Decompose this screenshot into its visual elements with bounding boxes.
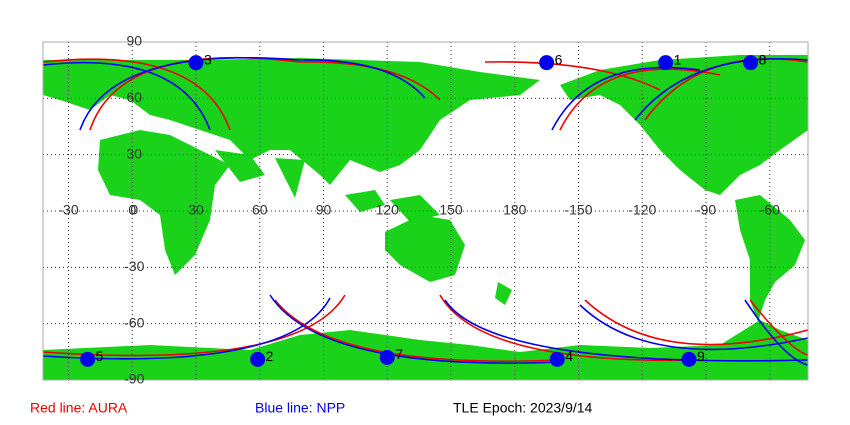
lat-label: -90	[124, 371, 144, 387]
point-label: 7	[395, 346, 403, 362]
legend-blue: Blue line: NPP	[255, 400, 345, 416]
legend-red: Red line: AURA	[30, 400, 128, 416]
satellite-point	[539, 55, 555, 71]
point-label: 6	[555, 51, 563, 67]
tle-epoch: TLE Epoch: 2023/9/14	[453, 400, 593, 416]
lon-label: -90	[696, 202, 716, 218]
lat-label: -60	[124, 314, 144, 330]
lon-label: 180	[503, 202, 527, 218]
point-label: 8	[759, 51, 767, 67]
lon-label: -30	[58, 202, 78, 218]
satellite-points: 1 2 3 4 5 6 7 8 9	[80, 51, 767, 367]
satellite-point	[549, 351, 565, 367]
lon-label: -120	[628, 202, 656, 218]
lon-label: 60	[252, 202, 268, 218]
satellite-point	[743, 55, 759, 71]
lon-label: 30	[188, 202, 204, 218]
point-label: 9	[697, 348, 705, 364]
point-label: 2	[266, 348, 274, 364]
map-frame	[42, 41, 809, 381]
satellite-point	[80, 351, 96, 367]
lat-label: -30	[124, 258, 144, 274]
lon-label: 0	[128, 202, 136, 218]
lon-label: 90	[316, 202, 332, 218]
lat-label: 60	[126, 89, 142, 105]
satellite-point	[379, 349, 395, 365]
satellite-point	[681, 351, 697, 367]
lat-label: 30	[126, 145, 142, 161]
lon-label: 120	[376, 202, 400, 218]
point-label: 4	[565, 348, 573, 364]
orbits	[42, 56, 809, 366]
lon-label: -60	[760, 202, 780, 218]
lat-label: 0	[130, 202, 138, 218]
satellite-point	[658, 55, 674, 71]
land	[43, 55, 808, 380]
lon-label: -150	[564, 202, 592, 218]
satellite-point	[188, 55, 204, 71]
point-label: 1	[674, 51, 682, 67]
satellite-point	[250, 351, 266, 367]
grid	[43, 41, 808, 381]
lat-label: 90	[126, 33, 142, 49]
lon-label: 150	[439, 202, 463, 218]
point-label: 5	[96, 348, 104, 364]
point-label: 3	[204, 51, 212, 67]
